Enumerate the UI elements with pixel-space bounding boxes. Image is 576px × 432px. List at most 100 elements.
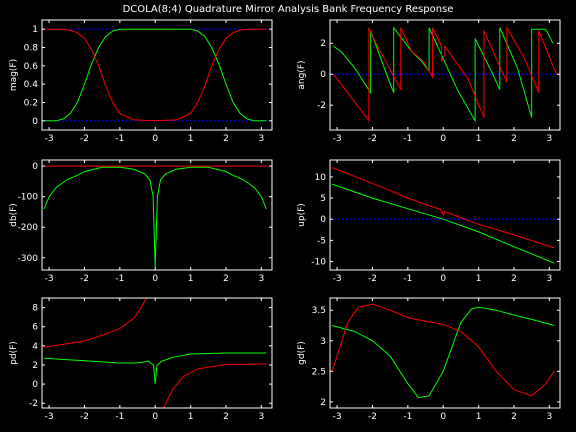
x-tick-label: -1: [115, 134, 124, 144]
y-tick-label: -200: [18, 223, 39, 233]
x-tick-label: 2: [511, 274, 517, 284]
x-tick-label: 0: [152, 134, 158, 144]
x-tick-label: -1: [403, 412, 412, 422]
x-tick-label: -1: [403, 134, 412, 144]
panel-plot-area: [42, 28, 272, 122]
panel-plot-area: [44, 298, 267, 408]
y-tick-label: 0: [32, 162, 38, 172]
x-tick-label: -2: [80, 274, 89, 284]
axes-box: [329, 159, 561, 271]
y-tick-label: -5: [317, 236, 326, 246]
y-tick-label: -2: [29, 399, 38, 409]
y-tick-label: 1: [32, 25, 38, 35]
figure-title: DCOLA(8;4) Quadrature Mirror Analysis Ba…: [123, 4, 454, 15]
x-tick-label: -3: [333, 412, 342, 422]
x-tick-label: 3: [547, 274, 553, 284]
panel-plot-area: [330, 25, 560, 123]
x-tick-label: 1: [476, 134, 482, 144]
x-tick-label: 3: [547, 134, 553, 144]
x-tick-label: 2: [223, 134, 229, 144]
x-tick-label: 3: [259, 134, 265, 144]
panel-2: -3 -2 -1 0 1 2 3 -2 0 2 ang(F): [297, 19, 561, 144]
y-tick-label: 3: [320, 337, 326, 347]
y-axis-label: db(F): [9, 203, 19, 227]
y-tick-label: 6: [32, 323, 38, 333]
panel-plot-area: [331, 303, 555, 399]
x-tick-label: 0: [152, 274, 158, 284]
y-tick-label: -300: [18, 254, 39, 264]
x-tick-label: -2: [80, 134, 89, 144]
panel-plot-area: [330, 167, 560, 264]
series-line-red: [333, 25, 557, 123]
y-tick-label: 0.2: [24, 99, 38, 109]
x-tick-label: 0: [152, 412, 158, 422]
y-tick-label: 0.6: [24, 62, 39, 72]
series-line-green: [331, 183, 555, 264]
y-axis-label: pd(F): [9, 341, 19, 365]
y-tick-label: 2: [320, 39, 326, 49]
panel-6: -3 -2 -1 0 1 2 3 2 2.5 3 3.5 gd(F): [297, 297, 561, 422]
y-axis-label: gd(F): [297, 341, 307, 365]
x-tick-label: -1: [115, 412, 124, 422]
y-tick-label: -2: [317, 101, 326, 111]
x-tick-label: 2: [223, 274, 229, 284]
series-line-red: [163, 363, 267, 408]
y-tick-label: 0.4: [24, 80, 39, 90]
panel-5: -3 -2 -1 0 1 2 3 -2 0 2 4 6 8 pd(F): [9, 297, 273, 422]
x-tick-label: 0: [440, 412, 446, 422]
x-tick-label: 3: [259, 412, 265, 422]
x-tick-label: 1: [188, 412, 194, 422]
y-tick-label: 0: [320, 215, 326, 225]
y-axis-label: up(F): [297, 203, 307, 227]
series-line-green: [44, 352, 267, 385]
x-tick-label: 3: [259, 274, 265, 284]
y-tick-label: 0: [32, 117, 38, 127]
series-line-green: [44, 28, 267, 122]
series-line-green: [333, 26, 554, 123]
y-tick-label: 0: [320, 70, 326, 80]
x-tick-label: 2: [511, 412, 517, 422]
x-tick-label: 2: [223, 412, 229, 422]
x-tick-label: -2: [368, 412, 377, 422]
y-tick-label: 2.5: [312, 367, 326, 377]
series-line-red: [331, 303, 555, 397]
y-tick-label: 0.8: [24, 44, 39, 54]
panel-plot-area: [43, 165, 267, 267]
axes-box: [41, 159, 273, 271]
y-tick-label: -10: [311, 258, 326, 268]
x-tick-label: 1: [188, 274, 194, 284]
axes-box: [329, 297, 561, 409]
x-tick-label: -3: [45, 134, 54, 144]
y-tick-label: 2: [320, 398, 326, 408]
y-axis-label: ang(F): [297, 60, 307, 89]
series-line-green: [43, 166, 267, 267]
y-tick-label: 8: [32, 304, 38, 314]
x-tick-label: 1: [188, 134, 194, 144]
panel-3: -3 -2 -1 0 1 2 3 -300 -200 -100 0 db(F): [9, 159, 273, 284]
x-tick-label: -3: [45, 412, 54, 422]
y-tick-label: 4: [32, 342, 38, 352]
x-tick-label: -1: [115, 274, 124, 284]
series-line-green: [331, 306, 555, 399]
axes-box: [41, 19, 273, 131]
x-tick-label: -3: [333, 274, 342, 284]
y-tick-label: 2: [32, 361, 38, 371]
x-tick-label: -2: [80, 412, 89, 422]
x-tick-label: -2: [368, 274, 377, 284]
y-tick-label: 10: [315, 173, 327, 183]
y-tick-label: 5: [320, 194, 326, 204]
x-tick-label: 2: [511, 134, 517, 144]
y-tick-label: 3.5: [312, 306, 326, 316]
x-tick-label: 3: [547, 412, 553, 422]
panel-1: -3 -2 -1 0 1 2 3 0 0.2 0.4 0.6 0.8 1 mag(F): [9, 19, 273, 144]
x-tick-label: 1: [476, 412, 482, 422]
series-line-red: [44, 28, 267, 122]
x-tick-label: 0: [440, 274, 446, 284]
axes-box: [329, 19, 561, 131]
y-axis-label: mag(F): [9, 59, 19, 91]
y-tick-label: -100: [18, 193, 39, 203]
